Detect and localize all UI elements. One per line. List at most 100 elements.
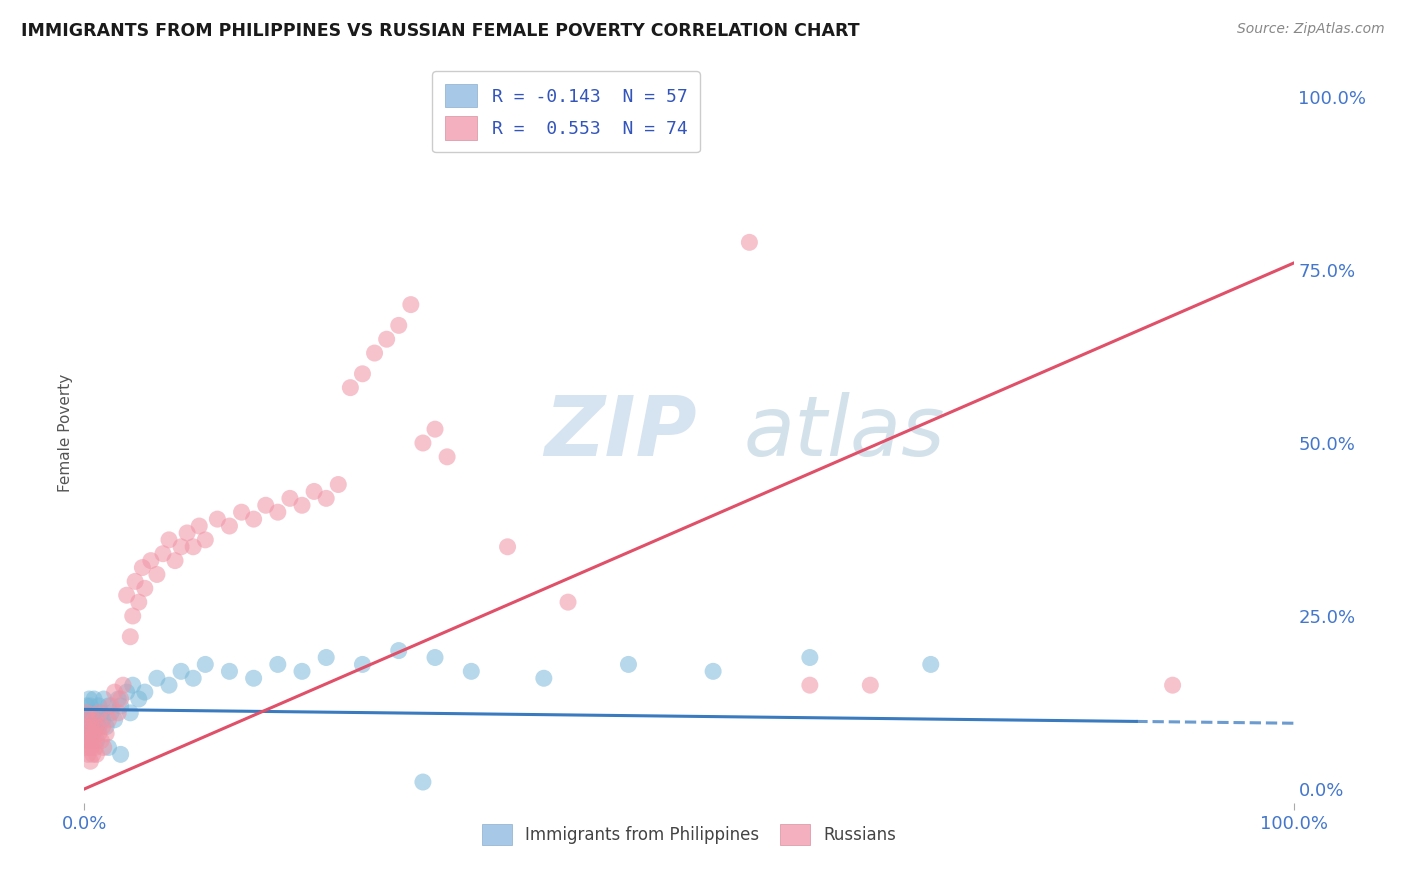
Point [115, 685, 138, 699]
Point [412, 775, 434, 789]
Point [80, 706, 103, 720]
Point [76, 698, 98, 713]
Point [120, 706, 142, 720]
Point [128, 595, 150, 609]
Point [702, 665, 724, 679]
Point [87, 720, 110, 734]
Point [139, 554, 162, 568]
Point [77, 706, 100, 720]
Legend: Immigrants from Philippines, Russians: Immigrants from Philippines, Russians [474, 815, 904, 854]
Point [77, 713, 100, 727]
Point [412, 436, 434, 450]
Point [110, 692, 132, 706]
Point [557, 595, 579, 609]
Point [79, 733, 101, 747]
Point [94, 726, 117, 740]
Point [267, 657, 290, 672]
Point [91, 720, 114, 734]
Point [188, 519, 211, 533]
Point [170, 540, 193, 554]
Point [83, 720, 105, 734]
Point [128, 692, 150, 706]
Point [86, 720, 108, 734]
Text: Source: ZipAtlas.com: Source: ZipAtlas.com [1237, 22, 1385, 37]
Point [87, 726, 110, 740]
Text: ZIP: ZIP [544, 392, 696, 473]
Point [291, 498, 314, 512]
Point [799, 678, 821, 692]
Point [79, 698, 101, 713]
Point [291, 665, 314, 679]
Point [80, 720, 103, 734]
Point [76, 733, 98, 747]
Point [131, 560, 153, 574]
Point [920, 657, 942, 672]
Point [207, 512, 229, 526]
Point [84, 740, 107, 755]
Point [181, 540, 204, 554]
Point [315, 650, 337, 665]
Point [165, 554, 187, 568]
Point [423, 422, 446, 436]
Point [112, 678, 135, 692]
Point [86, 747, 108, 762]
Point [77, 747, 100, 762]
Point [75, 740, 97, 755]
Point [86, 713, 108, 727]
Point [124, 574, 146, 589]
Point [157, 533, 180, 547]
Point [93, 740, 115, 755]
Point [91, 713, 114, 727]
Point [90, 733, 112, 747]
Y-axis label: Female Poverty: Female Poverty [58, 374, 73, 491]
Point [77, 692, 100, 706]
Point [94, 720, 117, 734]
Point [738, 235, 761, 250]
Point [315, 491, 337, 506]
Point [77, 740, 100, 755]
Point [242, 512, 264, 526]
Point [80, 720, 103, 734]
Point [84, 706, 107, 720]
Point [83, 713, 105, 727]
Point [388, 643, 411, 657]
Point [181, 671, 204, 685]
Point [79, 726, 101, 740]
Point [110, 747, 132, 762]
Point [194, 533, 217, 547]
Point [77, 713, 100, 727]
Point [93, 692, 115, 706]
Point [328, 477, 350, 491]
Point [194, 657, 217, 672]
Point [267, 505, 290, 519]
Point [76, 720, 98, 734]
Point [97, 740, 120, 755]
Point [278, 491, 301, 506]
Point [104, 713, 127, 727]
Point [363, 346, 385, 360]
Point [79, 754, 101, 768]
Point [100, 706, 122, 720]
Point [254, 498, 277, 512]
Point [799, 650, 821, 665]
Text: atlas: atlas [744, 392, 945, 473]
Point [302, 484, 325, 499]
Point [617, 657, 640, 672]
Point [97, 713, 120, 727]
Point [83, 733, 105, 747]
Point [82, 713, 104, 727]
Point [87, 706, 110, 720]
Point [176, 525, 198, 540]
Point [80, 740, 103, 755]
Point [86, 733, 108, 747]
Point [352, 367, 374, 381]
Point [170, 665, 193, 679]
Point [104, 685, 127, 699]
Point [496, 540, 519, 554]
Point [859, 678, 882, 692]
Point [77, 733, 100, 747]
Point [76, 706, 98, 720]
Point [100, 698, 122, 713]
Point [1161, 678, 1184, 692]
Point [242, 671, 264, 685]
